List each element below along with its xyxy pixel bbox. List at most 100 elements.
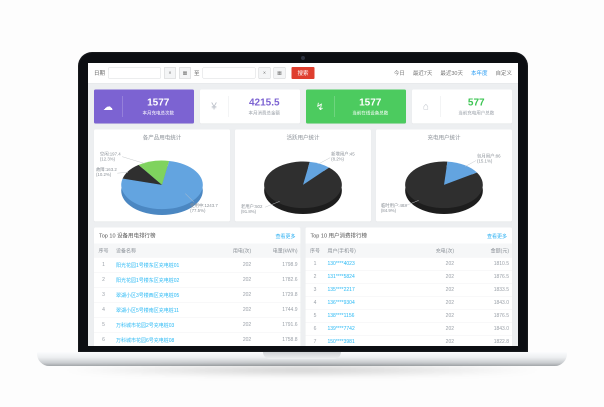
pie-label: 临时用户:483 <box>381 202 407 209</box>
nav-item-today[interactable]: 今日 <box>393 70 405 77</box>
stat-label: 本月充电总次数 <box>142 110 174 116</box>
rank-cell: 3 <box>94 287 113 303</box>
ranking-tables-row: Top 10 设备用电排行榜 查看更多 序号 设备名称 用电(次) 电量(kW/… <box>94 227 512 346</box>
pie-title: 各产品用电统计 <box>142 135 182 141</box>
stat-card-charges: ☁ 1577 本月充电总次数 <box>94 89 194 124</box>
money-icon: ¥ <box>211 100 217 112</box>
pie-label-pct: (10.2%) <box>96 172 112 177</box>
filter-toolbar: 日期 × ▦ 至 × ▦ 搜索 今日 最近7天 最近30天 本年度 自定义 <box>88 63 518 84</box>
pie-label-pct: (12.3%) <box>100 157 116 162</box>
table-row: 1 阳光花园1号楼东区充电桩01 202 1798.9 <box>94 257 301 273</box>
stat-value: 1577 <box>359 97 382 108</box>
nav-item-year[interactable]: 本年度 <box>471 70 488 77</box>
column-header: 金额(元) <box>457 243 512 258</box>
device-name-link[interactable]: 万科城市花园6号充电桩08 <box>113 332 218 346</box>
user-phone-link[interactable]: 135****2217 <box>324 283 403 297</box>
user-phone-link[interactable]: 138****1156 <box>324 309 403 323</box>
device-ranking-table: 序号 设备名称 用电(次) 电量(kW/h) 1 <box>94 243 301 346</box>
column-header: 电量(kW/h) <box>254 243 301 258</box>
count-cell: 202 <box>402 257 458 271</box>
rank-cell: 2 <box>305 270 325 284</box>
count-cell: 202 <box>217 257 255 273</box>
pie-slice-blue <box>303 161 329 185</box>
user-phone-link[interactable]: 130****4023 <box>324 257 403 271</box>
leader-line <box>117 171 129 174</box>
count-cell: 202 <box>402 309 458 323</box>
leader-line <box>122 156 145 164</box>
pie-label: 老用户:502 <box>241 203 263 210</box>
pie-charts-row: 各产品用电统计 空闲:197.4 (12.3%) 故障:163.2 <box>94 129 512 222</box>
calendar-icon[interactable]: ▦ <box>179 67 191 79</box>
table-row: 6 万科城市花园6号充电桩08 202 1758.8 <box>94 332 301 346</box>
device-name-link[interactable]: 翠湖小区3号楼西区充电桩05 <box>113 287 218 303</box>
energy-cell: 1791.6 <box>254 317 301 333</box>
count-cell: 202 <box>217 317 255 333</box>
date-from-input[interactable] <box>108 67 161 79</box>
table-row: 5 万科城市花园2号充电桩03 202 1791.6 <box>94 317 301 333</box>
count-cell: 202 <box>402 296 458 310</box>
user-ranking-panel: Top 10 用户消费排行榜 查看更多 序号 用户(手机号) 充电(次) 金额(… <box>305 227 512 346</box>
view-more-link[interactable]: 查看更多 <box>487 233 507 240</box>
pie-panel-products: 各产品用电统计 空闲:197.4 (12.3%) 故障:163.2 <box>94 129 230 222</box>
table-row: 3 翠湖小区3号楼西区充电桩05 202 1729.8 <box>94 287 301 303</box>
device-name-link[interactable]: 翠湖小区5号楼南区充电桩11 <box>113 302 218 318</box>
count-cell: 202 <box>217 272 255 288</box>
leader-line <box>465 160 477 167</box>
rank-cell: 6 <box>94 332 113 346</box>
nav-item-7days[interactable]: 最近7天 <box>412 70 433 77</box>
leader-line <box>319 157 331 164</box>
device-name-link[interactable]: 阳光花园1号楼东区充电桩02 <box>113 272 218 288</box>
laptop-lid-notch <box>263 352 341 359</box>
count-cell: 202 <box>217 302 255 318</box>
webcam-dot <box>301 56 305 60</box>
stat-cards-row: ☁ 1577 本月充电总次数 ¥ 4215.5 本月消费总金额 <box>94 89 512 124</box>
amount-cell: 1876.5 <box>457 309 512 323</box>
clear-icon[interactable]: × <box>164 67 176 79</box>
user-phone-link[interactable]: 131****5824 <box>324 270 403 284</box>
pie-slice-green <box>138 160 170 185</box>
pie-slice-dark <box>264 161 342 209</box>
rank-cell: 2 <box>94 272 113 288</box>
amount-cell: 1822.8 <box>457 335 512 346</box>
pie-label-pct: (8.2%) <box>331 157 344 162</box>
table-row: 2 阳光花园1号楼东区充电桩02 202 1782.6 <box>94 272 301 288</box>
user-phone-link[interactable]: 136****9304 <box>324 296 403 310</box>
clear-icon[interactable]: × <box>258 67 271 79</box>
column-header: 用电(次) <box>217 243 255 258</box>
stat-value: 1577 <box>147 97 170 108</box>
stat-label: 当前充电用户总数 <box>458 110 495 116</box>
nav-item-custom[interactable]: 自定义 <box>495 70 513 77</box>
search-button[interactable]: 搜索 <box>291 67 315 79</box>
bolt-icon: ↯ <box>315 101 325 113</box>
date-range-label: 日期 <box>94 70 105 77</box>
stat-card-users: ⌂ 577 当前充电用户总数 <box>412 89 512 124</box>
table-row: 5 138****1156 202 1876.5 <box>305 309 512 323</box>
divider <box>122 96 123 117</box>
device-name-link[interactable]: 阳光花园1号楼东区充电桩01 <box>113 257 218 273</box>
dashboard-page: 日期 × ▦ 至 × ▦ 搜索 今日 最近7天 最近30天 本年度 自定义 <box>88 63 518 346</box>
user-phone-link[interactable]: 139****7742 <box>324 322 403 336</box>
column-header: 充电(次) <box>402 243 458 258</box>
stat-value: 4215.5 <box>248 97 280 108</box>
amount-cell: 1876.5 <box>457 270 512 284</box>
quick-range-nav: 今日 最近7天 最近30天 本年度 自定义 <box>394 69 512 77</box>
count-cell: 202 <box>402 270 458 284</box>
dashboard-content: ☁ 1577 本月充电总次数 ¥ 4215.5 本月消费总金额 <box>88 84 518 346</box>
count-cell: 202 <box>217 287 255 303</box>
pie-label-pct: (77.5%) <box>190 208 206 213</box>
pie-label: 空闲:197.4 <box>100 151 121 158</box>
nav-item-30days[interactable]: 最近30天 <box>440 70 463 77</box>
date-to-input[interactable] <box>202 67 256 79</box>
table-row: 4 136****9304 202 1843.0 <box>305 296 512 310</box>
rank-cell: 4 <box>305 296 325 310</box>
leader-line <box>185 193 195 203</box>
energy-cell: 1758.8 <box>254 332 301 346</box>
view-more-link[interactable]: 查看更多 <box>275 233 296 240</box>
user-phone-link[interactable]: 150****3981 <box>324 335 403 346</box>
device-name-link[interactable]: 万科城市花园2号充电桩03 <box>113 317 218 333</box>
column-header: 序号 <box>305 243 325 258</box>
stat-card-devices: ↯ 1577 当前在线设备总数 <box>306 89 406 124</box>
laptop-shadow <box>58 363 546 377</box>
calendar-icon[interactable]: ▦ <box>273 67 286 79</box>
stat-label: 本月消费总金额 <box>248 110 280 116</box>
